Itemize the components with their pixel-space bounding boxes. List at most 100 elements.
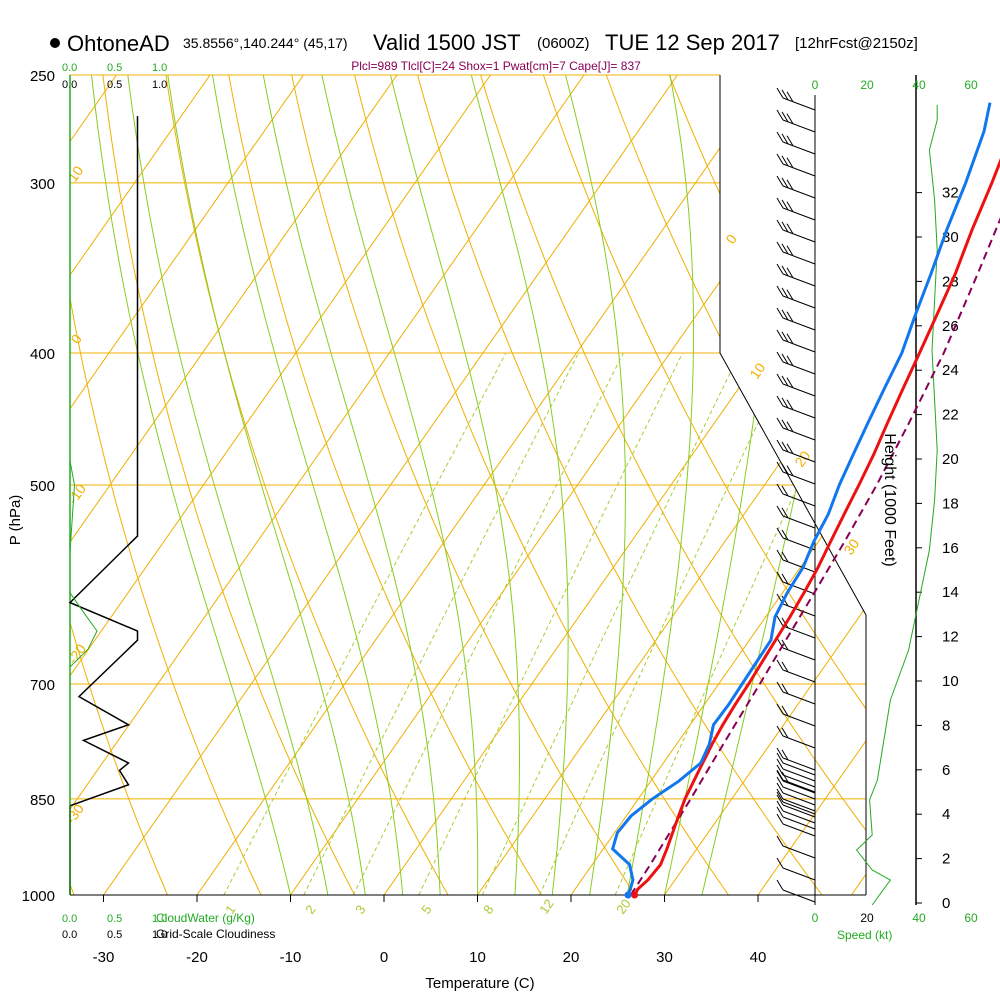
wind-barb-shaft	[782, 816, 816, 830]
wind-barb-feather	[786, 377, 794, 389]
wind-barb	[776, 439, 816, 463]
wind-barbs	[776, 87, 816, 903]
wind-barb-shaft	[782, 798, 816, 812]
wind-barb-shaft	[782, 427, 816, 441]
wind-barb-feather	[781, 331, 789, 343]
wind-barb-feather	[786, 355, 794, 367]
height-tick-label: 10	[942, 673, 959, 690]
wind-barb-feather	[776, 879, 784, 891]
isotherm-line	[70, 75, 211, 895]
dry-adiabat-line	[444, 75, 866, 895]
mixing-ratio-line	[539, 352, 792, 895]
wind-barb	[776, 285, 816, 309]
height-tick-label: 32	[942, 185, 959, 202]
cloudiness-top-tick: 0.5	[107, 79, 122, 91]
wind-barb-shaft	[782, 471, 816, 485]
wind-barb-feather	[776, 835, 784, 847]
wind-barb-feather	[776, 549, 784, 561]
height-tick-label: 4	[942, 806, 950, 823]
temp-tick-label: 40	[750, 949, 767, 966]
wind-barb-feather	[776, 197, 784, 209]
wind-barb-shaft	[782, 449, 816, 463]
y-axis-label: P (hPa)	[7, 495, 24, 546]
wind-barb-feather	[781, 573, 789, 585]
wind-barb-shaft	[782, 405, 816, 419]
isotherm-line	[664, 75, 866, 895]
wind-barb-feather	[776, 681, 784, 693]
station-coords: 35.8556°,140.244° (45,17)	[183, 35, 348, 51]
isotherm-line	[757, 75, 866, 895]
cloud-panel: 0.00.00.00.00.50.50.50.51.01.01.01.0	[62, 62, 167, 941]
wind-speed-bottom-tick: 20	[860, 911, 874, 925]
wind-barb-feather	[786, 421, 794, 433]
cloudiness-label: Grid-Scale Cloudiness	[156, 927, 275, 941]
wind-barb-feather	[776, 307, 784, 319]
wind-barb-feather	[781, 441, 789, 453]
wind-barb-feather	[781, 771, 789, 783]
mixing-ratio-line	[418, 352, 684, 895]
valid-date: TUE 12 Sep 2017	[605, 30, 780, 55]
wind-barb	[776, 307, 816, 331]
pressure-tick-label: 250	[30, 68, 55, 85]
wind-barb-feather	[781, 243, 789, 255]
wind-barb	[776, 769, 816, 793]
wind-barb-feather	[781, 375, 789, 387]
mixing-ratio-line	[481, 352, 741, 895]
temp-tick-label: 0	[380, 949, 388, 966]
wind-barb-shaft	[782, 889, 816, 903]
height-tick-label: 0	[942, 895, 950, 912]
wind-barb-feather	[781, 705, 789, 717]
wind-barb-shaft	[782, 779, 816, 793]
wind-barb-shaft	[782, 273, 816, 287]
wind-barb	[776, 131, 816, 155]
wind-barb-feather	[776, 615, 784, 627]
temp-tick-label: -10	[280, 949, 302, 966]
dry-adiabat-line	[326, 75, 750, 895]
wind-barb	[776, 197, 816, 221]
wind-barb	[776, 758, 816, 782]
wind-barb	[776, 782, 816, 806]
wind-barb-feather	[786, 289, 794, 301]
dry-adiabat-line	[976, 0, 1000, 924]
wind-barb-shaft	[782, 735, 816, 749]
wind-barb	[776, 395, 816, 419]
cloudiness-line	[68, 116, 139, 895]
wind-barb-feather	[781, 727, 789, 739]
isotherm-line	[0, 75, 23, 895]
wind-barb-shaft	[782, 713, 816, 727]
mixing-ratio-label: 20	[613, 896, 634, 916]
cloud-water-top-tick: 0.0	[62, 62, 77, 74]
wind-barb-feather	[781, 463, 789, 475]
dry-adiabat-label: 0	[722, 231, 740, 247]
station-dot-icon	[50, 38, 60, 48]
cloud-water-line	[69, 75, 98, 895]
wind-barb-feather	[776, 285, 784, 297]
wind-barb	[776, 329, 816, 353]
moist-adiabat-line	[626, 75, 694, 895]
wind-barb-feather	[781, 287, 789, 299]
temp-tick-label: 10	[469, 949, 486, 966]
wind-barb	[776, 373, 816, 397]
wind-barb	[776, 637, 816, 661]
wind-barb	[776, 794, 816, 818]
temp-tick-label: -30	[93, 949, 115, 966]
wind-barb-feather	[776, 725, 784, 737]
mixing-ratio-label: 3	[352, 902, 368, 917]
pressure-tick-label: 500	[30, 478, 55, 495]
wind-barb-shaft	[782, 845, 816, 859]
wind-barb-shaft	[782, 493, 816, 507]
wind-barb-feather	[776, 87, 784, 99]
surface-temperature-point	[631, 891, 639, 899]
wind-barb-shaft	[782, 361, 816, 375]
wind-barb-feather	[786, 201, 794, 213]
temperature-line	[633, 157, 1000, 896]
dry-adiabat-line	[70, 75, 181, 895]
wind-barb-feather	[781, 133, 789, 145]
wind-barb	[776, 770, 816, 794]
wind-barb-shaft	[782, 251, 816, 265]
wind-barb-shaft	[782, 559, 816, 573]
wind-barb-feather	[781, 111, 789, 123]
wind-speed-bottom-tick: 0	[812, 911, 819, 925]
wind-speed-line	[855, 105, 938, 906]
wind-barb-shaft	[782, 762, 816, 776]
